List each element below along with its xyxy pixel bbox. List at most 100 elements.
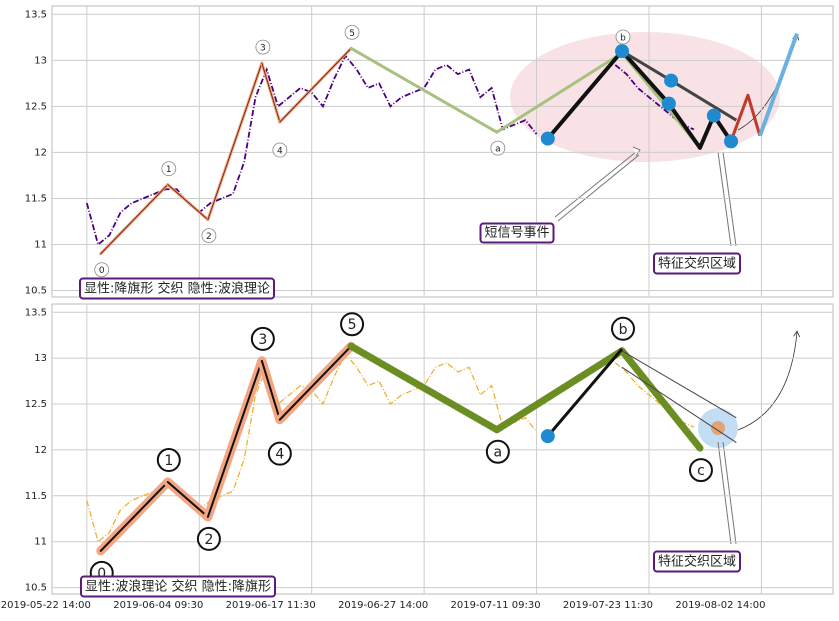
wave-segment bbox=[347, 342, 501, 434]
signal-dot bbox=[540, 131, 555, 146]
y-tick-label: 12.5 bbox=[25, 101, 47, 112]
wave-label-circle bbox=[250, 326, 275, 351]
wave-label-circle bbox=[161, 161, 177, 177]
annotation-box bbox=[79, 575, 277, 598]
wave-label-circle bbox=[267, 441, 292, 466]
wave-label: 1 bbox=[166, 165, 172, 175]
annotation-box bbox=[652, 550, 742, 573]
wave-label-circle bbox=[485, 439, 510, 464]
y-tick-label: 12 bbox=[34, 445, 47, 456]
wave-segment bbox=[495, 51, 624, 134]
wave-label: 0 bbox=[97, 566, 106, 582]
annotation: 显性:波浪理论 交织 隐性:降旗形 bbox=[85, 579, 271, 595]
y-tick-label: 11 bbox=[34, 537, 47, 548]
annotation-box bbox=[78, 277, 276, 300]
curve-arrow bbox=[737, 332, 797, 431]
wave-label: c bbox=[697, 463, 705, 479]
wave-label: 0 bbox=[99, 266, 105, 276]
arrow-head bbox=[632, 146, 641, 157]
wave-label-circle bbox=[344, 24, 360, 40]
wave-segment bbox=[166, 481, 209, 518]
y-tick-label: 12 bbox=[34, 147, 47, 158]
signal-dot bbox=[540, 429, 555, 444]
wave-label-circle bbox=[615, 29, 631, 45]
wave-label: 2 bbox=[204, 532, 213, 548]
wave-label: a bbox=[495, 145, 501, 155]
wave-label: b bbox=[619, 322, 628, 338]
annotation-box bbox=[479, 222, 555, 244]
wave-label-circle bbox=[272, 142, 288, 158]
pattern-line bbox=[731, 93, 762, 137]
wave-segment bbox=[261, 62, 281, 123]
y-tick-label: 10.5 bbox=[25, 583, 47, 594]
wave-label-circle bbox=[156, 448, 181, 473]
y-tick-label: 13 bbox=[34, 353, 47, 364]
x-tick-label: 2019-07-11 09:30 bbox=[451, 600, 541, 611]
wave-label-circle bbox=[490, 140, 506, 156]
x-tick-label: 2019-08-02 14:00 bbox=[675, 600, 765, 611]
wave-segment bbox=[206, 359, 263, 518]
wave-label-circle bbox=[611, 316, 636, 341]
wave-label: 2 bbox=[206, 232, 212, 242]
wave-segment bbox=[99, 481, 169, 552]
wave-segment bbox=[167, 184, 209, 221]
pattern-line bbox=[621, 366, 737, 443]
wave-label: 4 bbox=[277, 147, 283, 157]
arrow bbox=[717, 151, 737, 247]
arrow bbox=[717, 441, 737, 545]
x-tick-label: 2019-05-22 14:00 bbox=[1, 600, 91, 611]
pattern-line bbox=[758, 32, 799, 137]
wave-label: 4 bbox=[275, 447, 284, 463]
wave-label-circle bbox=[688, 458, 713, 483]
wave-label: 3 bbox=[258, 332, 267, 348]
highlight-region bbox=[510, 32, 780, 162]
signal-dot bbox=[664, 73, 679, 88]
wave-label-circle bbox=[196, 526, 221, 551]
y-tick-label: 11 bbox=[34, 240, 47, 251]
y-tick-label: 13.5 bbox=[25, 307, 47, 318]
wave-segment bbox=[207, 62, 263, 221]
wave-label: a bbox=[494, 445, 503, 461]
x-tick-label: 2019-06-27 14:00 bbox=[338, 600, 428, 611]
arrow bbox=[554, 151, 640, 222]
y-tick-label: 13.5 bbox=[25, 9, 47, 20]
wave-label: 5 bbox=[348, 317, 357, 333]
wave-segment bbox=[493, 347, 626, 434]
wave-segment bbox=[260, 359, 281, 421]
signal-dot bbox=[615, 44, 630, 59]
x-tick-label: 2019-06-17 11:30 bbox=[226, 600, 316, 611]
wave-segment bbox=[100, 184, 169, 255]
wave-label: 3 bbox=[260, 44, 266, 54]
annotation-box bbox=[652, 252, 742, 275]
y-tick-label: 11.5 bbox=[25, 491, 47, 502]
annotation: 特征交织区域 bbox=[658, 554, 736, 570]
panel-top bbox=[51, 5, 834, 298]
wave-segment bbox=[278, 345, 353, 421]
wave-label-circle bbox=[201, 228, 217, 244]
wave-segment bbox=[618, 347, 704, 452]
signal-dot bbox=[661, 96, 676, 111]
wave-segment bbox=[279, 47, 352, 123]
wave-label: b bbox=[620, 33, 626, 43]
pattern-line bbox=[621, 350, 737, 419]
glow-core bbox=[711, 421, 725, 435]
wave-label: 5 bbox=[349, 29, 355, 39]
annotation: 短信号事件 bbox=[484, 226, 549, 241]
x-tick-label: 2019-07-23 11:30 bbox=[563, 600, 653, 611]
x-tick-label: 2019-06-04 09:30 bbox=[113, 600, 203, 611]
annotation: 特征交织区域 bbox=[658, 256, 736, 272]
annotation: 显性:降旗形 交织 隐性:波浪理论 bbox=[84, 281, 270, 297]
y-tick-label: 11.5 bbox=[25, 193, 47, 204]
y-tick-label: 12.5 bbox=[25, 399, 47, 410]
signal-dot bbox=[724, 134, 739, 149]
wave-label-circle bbox=[255, 39, 271, 55]
y-tick-label: 13 bbox=[34, 55, 47, 66]
signal-dot bbox=[706, 108, 721, 123]
pattern-line bbox=[546, 347, 624, 438]
wave-label-circle bbox=[340, 312, 365, 337]
y-tick-label: 10.5 bbox=[25, 286, 47, 297]
wave-segment bbox=[349, 46, 499, 134]
plot-layer: 10.51111.51212.51313.5012345ab2019-05-22… bbox=[1, 6, 833, 611]
wave-label: 1 bbox=[164, 453, 173, 469]
